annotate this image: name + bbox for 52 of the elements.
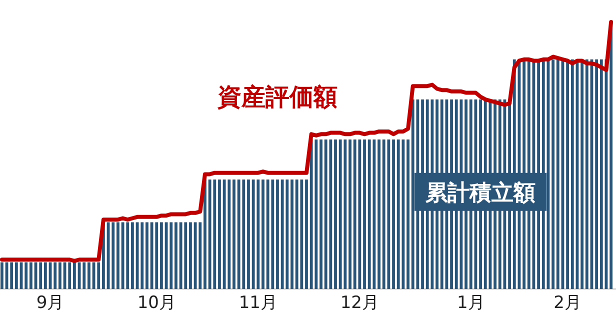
bar (160, 222, 163, 289)
bar (131, 222, 134, 289)
bar (204, 180, 206, 289)
bar (10, 262, 14, 289)
x-tick-label: 10月 (137, 293, 176, 313)
x-tick-label: 11月 (238, 293, 278, 313)
bar (0, 262, 4, 289)
bar (174, 222, 178, 289)
bar (24, 262, 28, 289)
bar (58, 262, 62, 289)
bar (232, 180, 236, 289)
bar (290, 180, 294, 289)
bar (112, 222, 115, 289)
bar (140, 222, 144, 289)
bar (54, 262, 57, 289)
bar (88, 262, 90, 289)
bar (73, 262, 76, 289)
bar (146, 222, 148, 289)
bar (44, 262, 47, 289)
bar (320, 139, 322, 289)
bar (39, 262, 42, 289)
bar (378, 139, 380, 289)
bar (218, 180, 221, 289)
x-tick-label: 2月 (554, 293, 582, 313)
bar (556, 59, 560, 289)
bar (82, 262, 86, 289)
bar (276, 180, 279, 289)
series-label: 累計積立額 (424, 180, 536, 206)
bar (126, 222, 130, 289)
x-tick-label: 12月 (340, 293, 379, 313)
bar (348, 139, 352, 289)
bar (14, 262, 18, 289)
bar (585, 59, 588, 289)
bar (600, 59, 603, 289)
bar (116, 222, 120, 289)
bar (262, 180, 264, 289)
bar (363, 139, 366, 289)
x-tick-label: 1月 (456, 293, 485, 313)
bar (334, 139, 337, 289)
bar (68, 262, 72, 289)
bar (97, 262, 100, 289)
x-tick-label: 9月 (36, 293, 64, 313)
bar (305, 180, 308, 289)
bar (189, 222, 192, 289)
bar (392, 139, 395, 289)
series-label: 資産評価額 (216, 82, 338, 111)
bar (406, 139, 410, 289)
bar (247, 180, 250, 289)
bar (595, 59, 598, 289)
bar (29, 262, 32, 289)
bar (570, 59, 574, 289)
bar (552, 59, 555, 289)
